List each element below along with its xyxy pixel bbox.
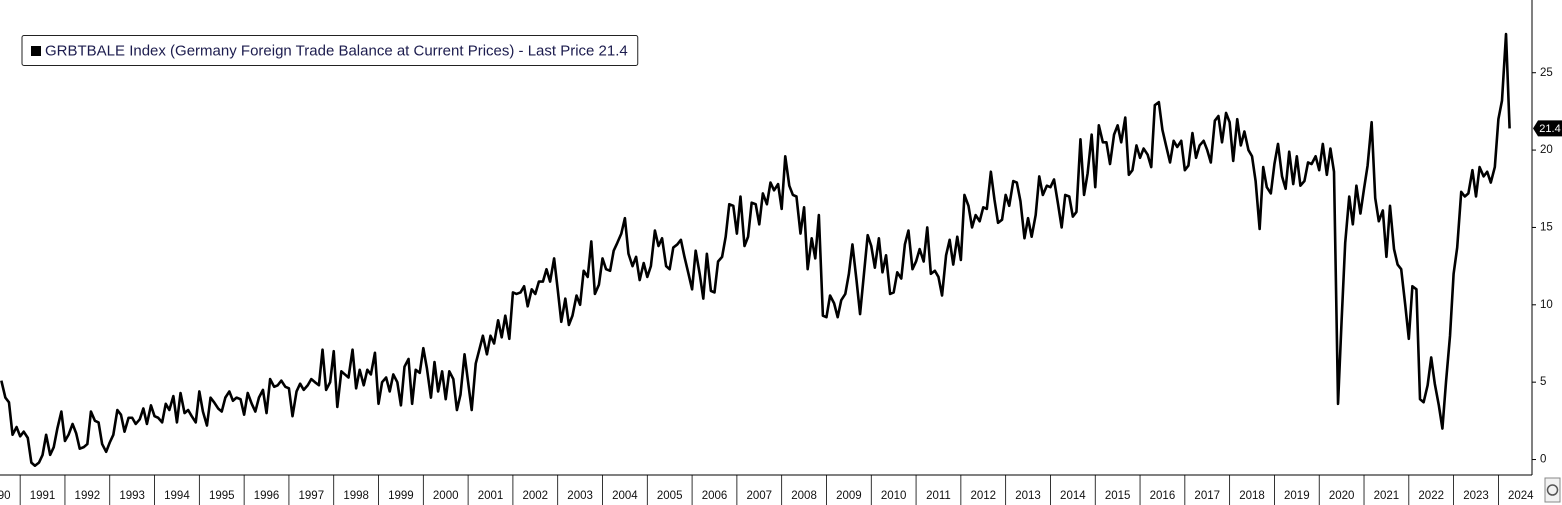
x-tick-label: 2013 (1015, 490, 1041, 502)
legend: GRBTBALE Index (Germany Foreign Trade Ba… (21, 35, 639, 66)
x-tick-label: 1999 (388, 490, 414, 502)
x-tick-label: 2019 (1284, 490, 1310, 502)
x-tick-label: 1990 (0, 490, 11, 502)
x-tick-label: 2001 (478, 490, 504, 502)
x-tick-label: 2009 (836, 490, 862, 502)
y-tick-label: 0 (1540, 454, 1546, 466)
x-tick-label: 2024 (1508, 490, 1534, 502)
x-tick-label: 1997 (299, 490, 325, 502)
x-tick-label: 1992 (75, 490, 101, 502)
x-tick-label: 2017 (1194, 490, 1220, 502)
x-tick-label: 1993 (119, 490, 145, 502)
icon-frame (1544, 477, 1561, 503)
x-tick-label: 2011 (926, 490, 951, 502)
x-tick-label: 1991 (30, 490, 56, 502)
y-tick-label: 10 (1540, 299, 1553, 311)
x-tick-label: 2015 (1105, 490, 1131, 502)
x-tick-label: 2022 (1418, 490, 1444, 502)
y-tick-label: 20 (1540, 144, 1553, 156)
x-tick-label: 2010 (881, 490, 907, 502)
x-tick-label: 1994 (164, 490, 190, 502)
x-tick-label: 1996 (254, 490, 280, 502)
x-tick-label: 2006 (702, 490, 728, 502)
x-tick-label: 2016 (1150, 490, 1176, 502)
corner-icon (1544, 477, 1561, 503)
last-price-label: 21.4 (1539, 123, 1560, 135)
x-tick-label: 2000 (433, 490, 459, 502)
x-tick-label: 2014 (1060, 490, 1086, 502)
last-price-tag (1533, 120, 1562, 137)
legend-label: GRBTBALE Index (Germany Foreign Trade Ba… (45, 42, 628, 59)
x-tick-label: 2020 (1329, 490, 1355, 502)
x-tick-label: 2021 (1374, 490, 1400, 502)
y-tick-label: 25 (1540, 67, 1553, 79)
data-line (0, 32, 1511, 468)
x-tick-label: 2007 (746, 490, 772, 502)
x-tick-label: 2012 (970, 490, 996, 502)
x-tick-label: 2018 (1239, 490, 1265, 502)
x-tick-label: 2004 (612, 490, 638, 502)
icon-glyph (1546, 484, 1559, 496)
y-tick-label: 15 (1540, 221, 1553, 233)
y-tick-label: 5 (1540, 376, 1546, 388)
x-tick-label: 2002 (523, 490, 549, 502)
legend-box (21, 35, 639, 66)
x-tick-label: 2003 (567, 490, 593, 502)
x-tick-label: 2005 (657, 490, 683, 502)
x-tick-label: 1995 (209, 490, 235, 502)
x-tick-label: 2023 (1463, 490, 1489, 502)
x-tick-label: 1998 (343, 490, 369, 502)
legend-swatch (31, 46, 41, 56)
x-tick-label: 2008 (791, 490, 817, 502)
